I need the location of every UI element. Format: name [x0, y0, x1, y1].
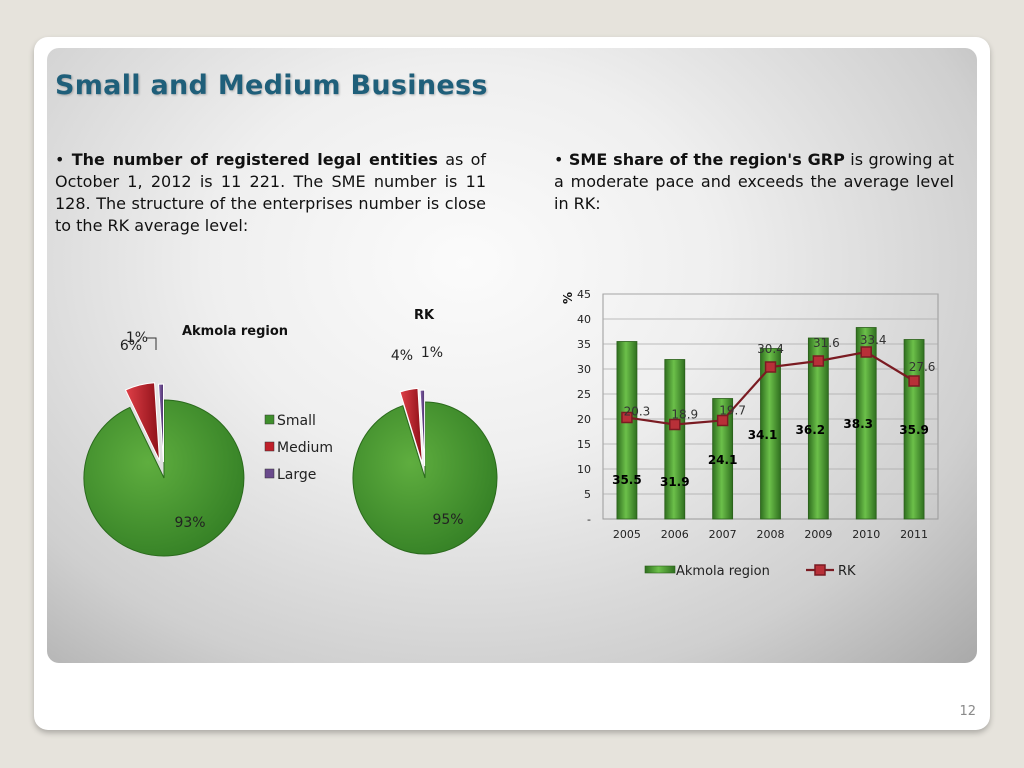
bar-data-label: 38.3 [843, 417, 873, 431]
pie-data-label: 93% [174, 515, 205, 531]
combo-legend: Akmola region RK [644, 564, 856, 579]
bar-2010 [855, 327, 877, 520]
bar-data-label: 31.9 [660, 475, 690, 489]
line-data-label: 18.9 [671, 408, 698, 422]
x-tick-label: 2007 [709, 528, 737, 541]
y-tick-label: 35 [577, 338, 591, 351]
bar-data-label: 36.2 [796, 423, 826, 437]
bar-2007 [712, 398, 734, 520]
legend-label-rk: RK [838, 564, 856, 579]
legend-swatch-small [264, 414, 275, 425]
y-tick-label: 45 [577, 288, 591, 301]
pie-slice-small [83, 399, 245, 557]
legend-marker-rk [814, 564, 826, 576]
x-tick-label: 2009 [804, 528, 832, 541]
line-marker-2005 [621, 411, 633, 424]
line-marker-2006 [669, 418, 681, 431]
bar-2008 [760, 348, 781, 520]
line-data-label: 33.4 [860, 333, 887, 347]
pie-legend: Small Medium Large [264, 413, 333, 483]
legend-swatch-akmola [644, 565, 676, 574]
x-tick-label: 2006 [661, 528, 689, 541]
y-tick-label: 20 [577, 413, 591, 426]
y-tick-label: 25 [577, 388, 591, 401]
page-number: 12 [959, 704, 976, 719]
left-bold-text: The number of registered legal entities [71, 150, 438, 169]
left-paragraph: • The number of registered legal entitie… [55, 149, 486, 237]
pie-data-label: 1% [421, 345, 443, 361]
pie-data-label: 4% [391, 348, 413, 364]
x-tick-label: 2005 [613, 528, 641, 541]
pie-slice-large [419, 389, 426, 467]
pie-chart-2: RK 95% 4% 1% [352, 308, 498, 555]
pie-data-label: 6% [120, 338, 142, 354]
bar-data-label: 35.5 [612, 473, 642, 487]
left-bullet: • [55, 150, 65, 169]
y-tick-label: - [587, 513, 591, 526]
pie-slice-medium [124, 382, 161, 461]
legend-label-large: Large [277, 467, 316, 483]
y-tick-label: 30 [577, 363, 591, 376]
legend-swatch-medium [264, 441, 275, 452]
right-paragraph: • SME share of the region's GRP is growi… [554, 149, 954, 215]
line-marker-2011 [908, 375, 920, 387]
legend-swatch-large [264, 468, 275, 479]
line-data-label: 19.7 [719, 404, 746, 418]
pie-title: RK [414, 308, 435, 323]
left-rest-text: as of October 1, 2012 is 11 221. The SME… [55, 150, 487, 235]
pie-data-label: 95% [432, 512, 463, 528]
pie-data-label: 1% [126, 330, 148, 346]
y-tick-label: 10 [577, 463, 591, 476]
legend-label-akmola: Akmola region [676, 564, 770, 579]
legend-label-small: Small [277, 413, 316, 429]
bar-2005 [616, 341, 638, 520]
line-data-label: 30.4 [757, 342, 784, 356]
bar-2006 [664, 359, 686, 520]
x-tick-label: 2011 [900, 528, 928, 541]
x-tick-label: 2010 [852, 528, 880, 541]
line-marker-2008 [764, 361, 777, 373]
legend-label-medium: Medium [277, 440, 333, 456]
slide-title: Small and Medium Business [55, 70, 488, 101]
x-tick-label: 2008 [757, 528, 785, 541]
y-tick-label: 40 [577, 313, 591, 326]
line-marker-2009 [812, 355, 825, 367]
bar-2009 [807, 337, 829, 520]
right-bold-text: SME share of the region's GRP [568, 150, 845, 169]
bar-data-label: 24.1 [708, 453, 738, 467]
pie-chart-1: Akmola region 93% 6%1% Small Medium Large [83, 324, 333, 557]
line-marker-2007 [716, 414, 729, 427]
pie-slice-medium [399, 387, 423, 465]
pie-slice-small [352, 401, 498, 555]
right-rest-text: is growing at a moderate pace and exceed… [554, 150, 954, 213]
combo-chart: - 5 10 15 20 25 30 35 40 45% 2005 2006 2007 2008 2009 2… [561, 288, 939, 579]
y-tick-label: 5 [584, 488, 591, 501]
y-axis-label: % [561, 292, 575, 304]
line-marker-2010 [860, 346, 872, 358]
line-data-label: 20.3 [624, 405, 651, 419]
right-bullet: • [554, 150, 564, 169]
pie-title: Akmola region [182, 324, 288, 339]
y-tick-label: 15 [577, 438, 591, 451]
pie-leader-line [147, 337, 157, 350]
line-data-label: 31.6 [813, 336, 840, 350]
line-data-label: 27.6 [909, 360, 936, 374]
pie-slice-large [157, 383, 165, 463]
bar-data-label: 35.9 [899, 423, 929, 437]
bar-data-label: 34.1 [748, 428, 778, 442]
